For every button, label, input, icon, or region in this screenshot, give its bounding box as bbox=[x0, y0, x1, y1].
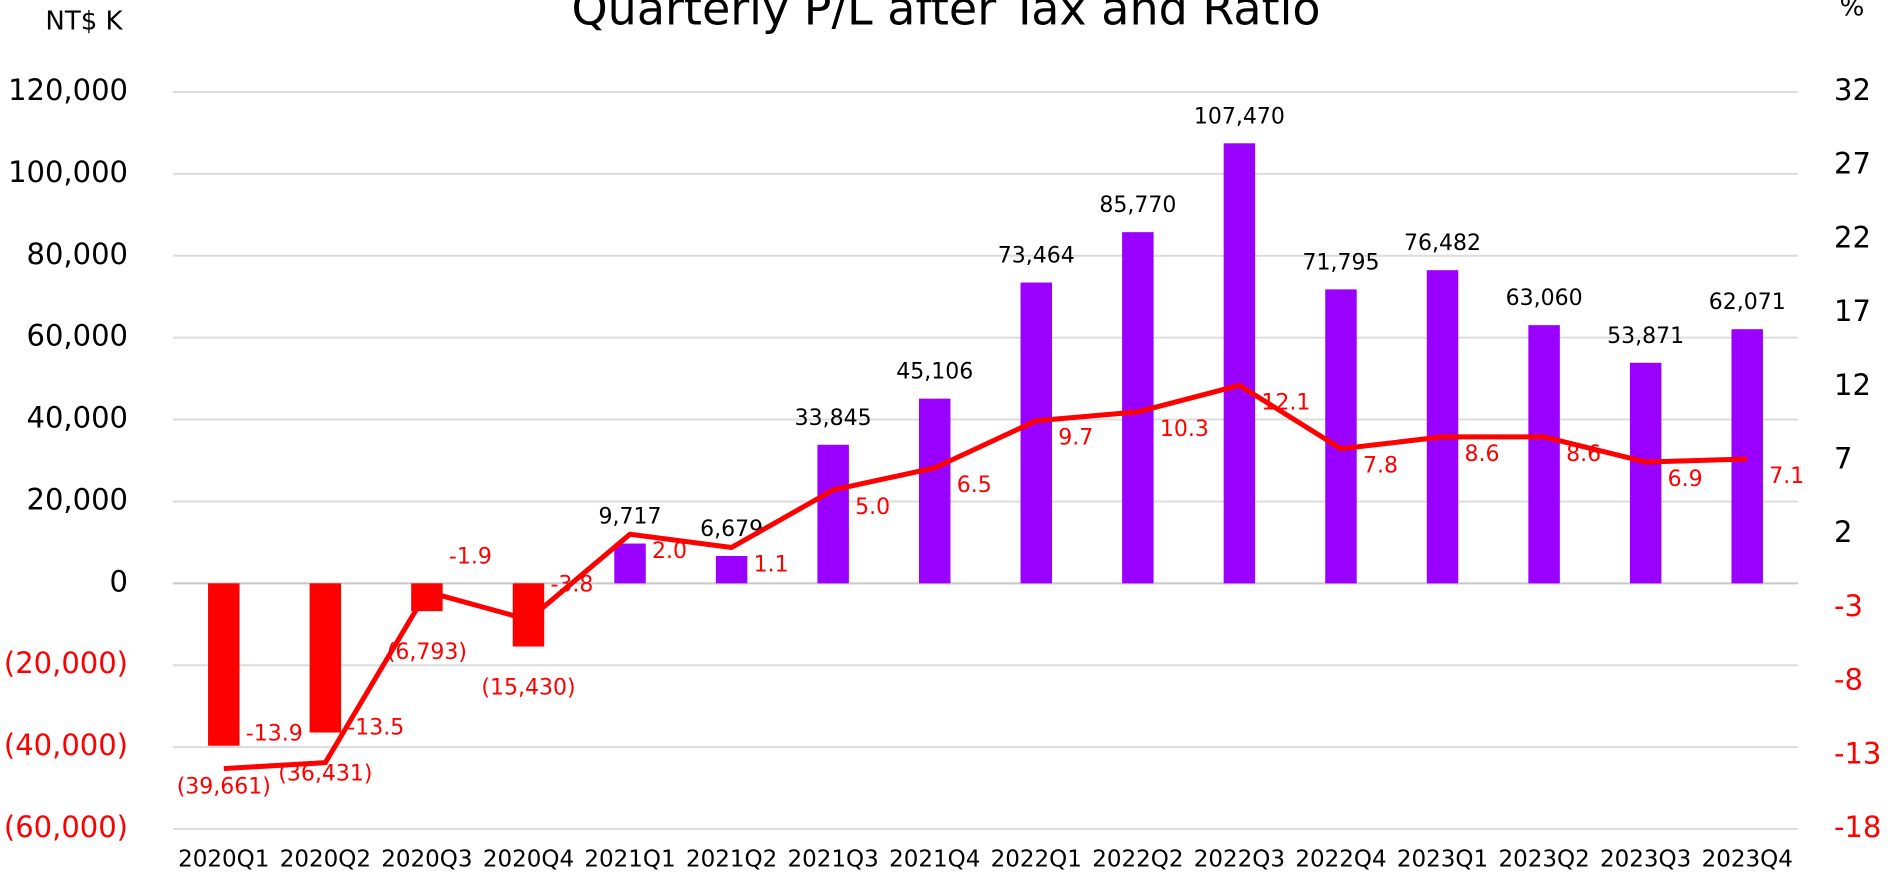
x-tick-label: 2022Q2 bbox=[1092, 847, 1183, 873]
ratio-value-label: -3.8 bbox=[550, 573, 593, 598]
bar-value-label: 71,795 bbox=[1302, 250, 1379, 275]
y-axis-unit: NT$ K bbox=[45, 7, 123, 37]
bar bbox=[1223, 143, 1256, 584]
x-tick-label: 2021Q2 bbox=[686, 847, 777, 873]
x-tick-label: 2023Q4 bbox=[1702, 847, 1793, 873]
y2-tick-label: 2 bbox=[1834, 515, 1852, 549]
y2-tick-label: -18 bbox=[1834, 810, 1881, 844]
y2-tick-label: 32 bbox=[1834, 73, 1871, 107]
ratio-value-label: 7.1 bbox=[1769, 464, 1804, 489]
y-tick-label: 20,000 bbox=[27, 482, 128, 516]
x-tick-label: 2020Q4 bbox=[483, 847, 574, 873]
ratio-value-label: 9.7 bbox=[1058, 426, 1093, 451]
y2-tick-label: 22 bbox=[1834, 220, 1871, 254]
ratio-line bbox=[223, 382, 1748, 772]
bar bbox=[918, 398, 951, 584]
x-tick-label: 2020Q1 bbox=[178, 847, 269, 873]
ratio-value-label: 5.0 bbox=[855, 495, 890, 520]
bar bbox=[614, 543, 646, 584]
y-tick-label: (60,000) bbox=[4, 810, 128, 844]
x-tick-label: 2023Q2 bbox=[1498, 847, 1589, 873]
y-tick-label: 100,000 bbox=[8, 155, 128, 189]
bar-value-label: 9,717 bbox=[599, 505, 662, 530]
ratio-value-label: 6.5 bbox=[957, 473, 992, 498]
bar-value-label: 63,060 bbox=[1506, 286, 1583, 311]
x-tick-label: 2023Q1 bbox=[1397, 847, 1488, 873]
y-tick-label: 80,000 bbox=[27, 237, 128, 271]
ratio-value-label: 2.0 bbox=[652, 539, 687, 564]
y-tick-label: (40,000) bbox=[4, 728, 128, 762]
bar bbox=[309, 583, 342, 733]
bar-value-label: 6,679 bbox=[700, 517, 763, 542]
y2-tick-label: -3 bbox=[1834, 589, 1863, 623]
y-tick-label: (20,000) bbox=[4, 646, 128, 680]
ratio-value-label: -13.5 bbox=[347, 716, 404, 741]
x-tick-label: 2022Q1 bbox=[991, 847, 1082, 873]
ratio-value-label: -1.9 bbox=[449, 545, 492, 570]
bar bbox=[1020, 282, 1053, 584]
y-tick-label: 60,000 bbox=[27, 319, 128, 353]
bar bbox=[1325, 289, 1357, 584]
y2-tick-label: 7 bbox=[1834, 442, 1852, 476]
ratio-value-label: 1.1 bbox=[754, 552, 789, 577]
y-tick-label: 120,000 bbox=[8, 73, 128, 107]
y2-tick-label: 12 bbox=[1834, 368, 1871, 402]
bar-value-label: (6,793) bbox=[387, 640, 467, 665]
bar-value-label: (39,661) bbox=[177, 775, 271, 800]
x-tick-label: 2020Q2 bbox=[280, 847, 371, 873]
ratio-value-label: 6.9 bbox=[1668, 467, 1703, 492]
x-tick-label: 2021Q1 bbox=[584, 847, 675, 873]
bar bbox=[1528, 325, 1560, 584]
bar-value-label: 76,482 bbox=[1404, 231, 1481, 256]
bar-value-label: (15,430) bbox=[481, 676, 575, 701]
y2-axis-unit: % bbox=[1840, 0, 1865, 23]
x-tick-label: 2022Q4 bbox=[1295, 847, 1386, 873]
y-tick-label: 0 bbox=[110, 564, 128, 598]
y2-tick-label: -8 bbox=[1834, 663, 1863, 697]
y2-tick-label: -13 bbox=[1834, 736, 1881, 770]
y2-tick-label: 17 bbox=[1834, 294, 1871, 328]
ratio-value-label: 10.3 bbox=[1160, 417, 1209, 442]
bar-value-label: 107,470 bbox=[1194, 104, 1285, 129]
x-tick-label: 2021Q4 bbox=[889, 847, 980, 873]
x-tick-label: 2021Q3 bbox=[788, 847, 879, 873]
bar bbox=[208, 583, 240, 746]
bar bbox=[715, 555, 748, 584]
bar bbox=[817, 444, 849, 584]
bar bbox=[1731, 329, 1763, 584]
chart-title: Quarterly P/L after Tax and Ratio bbox=[571, 0, 1320, 36]
bar bbox=[1426, 270, 1459, 584]
ratio-value-label: -13.9 bbox=[246, 722, 303, 747]
ratio-value-label: 8.6 bbox=[1566, 442, 1601, 467]
bar-value-label: 33,845 bbox=[795, 406, 872, 431]
bar-value-label: 45,106 bbox=[896, 360, 973, 385]
bar-value-label: 73,464 bbox=[998, 244, 1075, 269]
y-tick-label: 40,000 bbox=[27, 401, 128, 435]
bar-value-label: 85,770 bbox=[1099, 193, 1176, 218]
ratio-value-label: 8.6 bbox=[1465, 442, 1500, 467]
bar bbox=[1629, 362, 1662, 584]
ratio-value-label: 12.1 bbox=[1261, 390, 1310, 415]
ratio-value-label: 7.8 bbox=[1363, 454, 1398, 479]
x-tick-label: 2022Q3 bbox=[1194, 847, 1285, 873]
bar-value-label: 53,871 bbox=[1607, 324, 1684, 349]
bar-value-label: 62,071 bbox=[1709, 290, 1786, 315]
x-tick-label: 2023Q3 bbox=[1600, 847, 1691, 873]
y2-tick-label: 27 bbox=[1834, 147, 1871, 181]
x-tick-label: 2020Q3 bbox=[381, 847, 472, 873]
